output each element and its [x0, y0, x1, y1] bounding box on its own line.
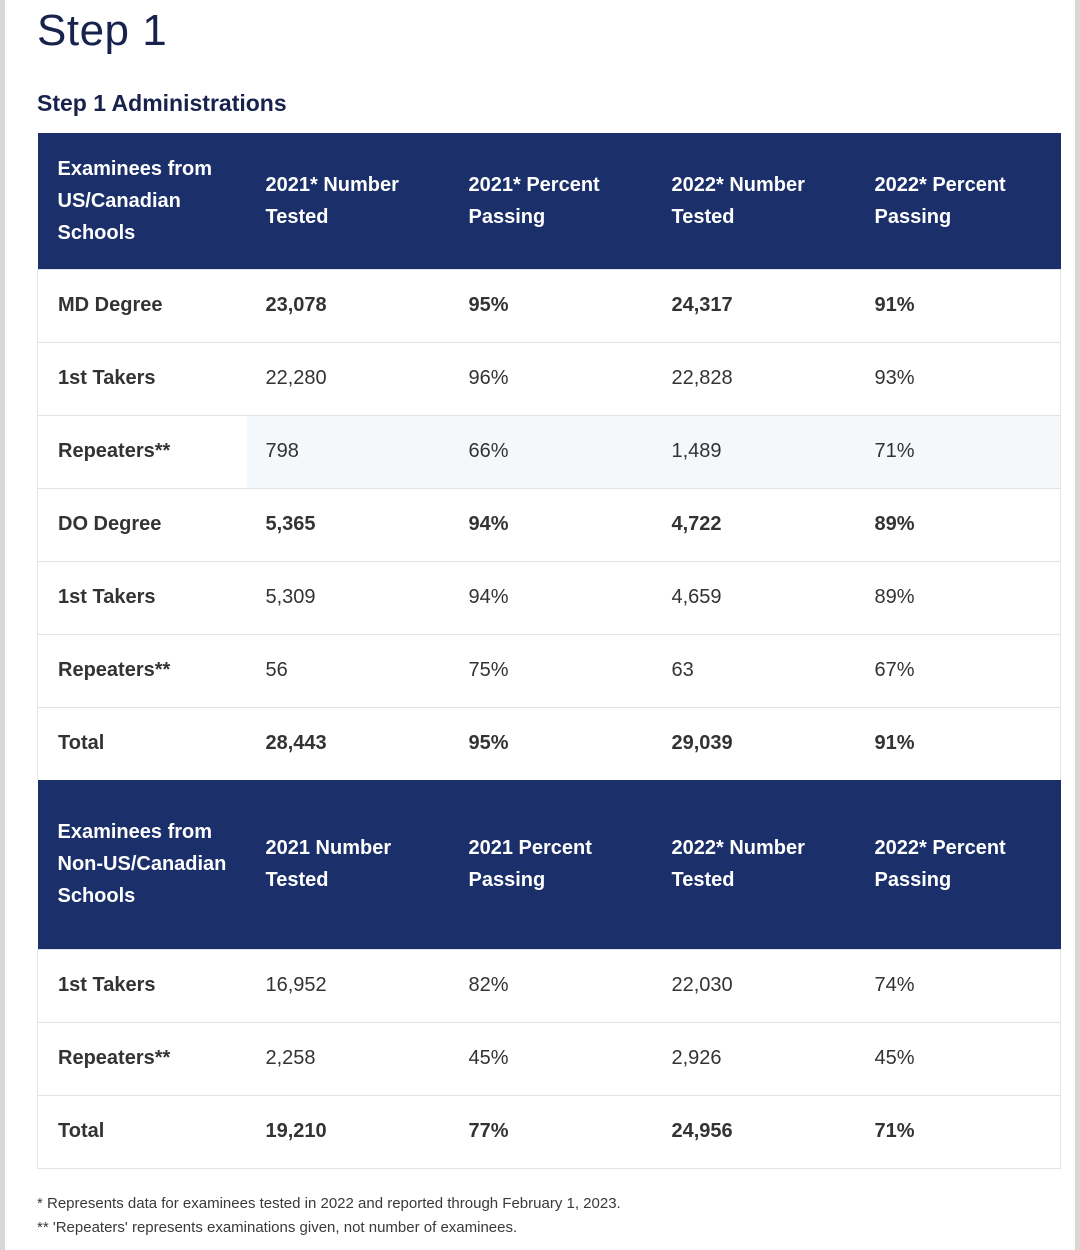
non-us-header-row: Examinees from Non-US/Canadian Schools 2…: [37, 780, 1061, 949]
header-2022-number-tested: 2022* Number Tested: [652, 780, 856, 949]
row-label: Repeaters**: [37, 414, 247, 488]
table-cell: 74%: [855, 948, 1061, 1022]
header-2022-number-tested: 2022* Number Tested: [652, 133, 856, 269]
footnotes: * Represents data for examinees tested i…: [37, 1192, 621, 1240]
page-title: Step 1: [37, 6, 168, 55]
table-row: 1st Takers 22,280 96% 22,828 93%: [37, 341, 1061, 415]
table-cell: 75%: [449, 633, 653, 707]
row-label: 1st Takers: [37, 560, 247, 634]
table-cell: 96%: [449, 341, 653, 415]
table-row: DO Degree 5,365 94% 4,722 89%: [37, 487, 1061, 561]
frame-border-right: [1075, 0, 1080, 1250]
table-cell: 28,443: [246, 706, 450, 780]
table-cell: 19,210: [246, 1094, 450, 1169]
table-cell: 94%: [449, 560, 653, 634]
header-2021-number-tested: 2021* Number Tested: [246, 133, 450, 269]
table-cell: 2,926: [652, 1021, 856, 1095]
table-cell: 29,039: [652, 706, 856, 780]
row-label: MD Degree: [37, 268, 247, 342]
table-row: Repeaters** 2,258 45% 2,926 45%: [37, 1021, 1061, 1095]
table-cell: 22,828: [652, 341, 856, 415]
footnote-asterisk: * Represents data for examinees tested i…: [37, 1195, 621, 1212]
table-cell: 91%: [855, 706, 1061, 780]
row-label: 1st Takers: [37, 948, 247, 1022]
table-cell: 91%: [855, 268, 1061, 342]
administrations-table: Examinees from US/Canadian Schools 2021*…: [37, 133, 1061, 1169]
header-2021-percent-passing: 2021 Percent Passing: [449, 780, 653, 949]
section-title: Step 1 Administrations: [37, 90, 287, 116]
table-cell: 16,952: [246, 948, 450, 1022]
header-2021-number-tested: 2021 Number Tested: [246, 780, 450, 949]
frame-border-left: [0, 0, 5, 1250]
table-cell: 63: [652, 633, 856, 707]
table-cell: 93%: [855, 341, 1061, 415]
table-cell: 4,659: [652, 560, 856, 634]
table-cell: 89%: [855, 560, 1061, 634]
table-cell: 4,722: [652, 487, 856, 561]
table-cell: 45%: [449, 1021, 653, 1095]
table-cell: 2,258: [246, 1021, 450, 1095]
row-label: Repeaters**: [37, 1021, 247, 1095]
table-cell: 798: [246, 414, 450, 488]
table-cell: 89%: [855, 487, 1061, 561]
table-cell: 24,317: [652, 268, 856, 342]
table-cell: 95%: [449, 706, 653, 780]
row-label: Total: [37, 706, 247, 780]
table-row: Repeaters** 56 75% 63 67%: [37, 633, 1061, 707]
table-cell: 23,078: [246, 268, 450, 342]
table-row: 1st Takers 16,952 82% 22,030 74%: [37, 948, 1061, 1022]
row-label: 1st Takers: [37, 341, 247, 415]
table-cell: 95%: [449, 268, 653, 342]
us-header-row: Examinees from US/Canadian Schools 2021*…: [37, 133, 1061, 269]
table-cell: 67%: [855, 633, 1061, 707]
table-row: MD Degree 23,078 95% 24,317 91%: [37, 268, 1061, 342]
header-examinees-non-us: Examinees from Non-US/Canadian Schools: [37, 780, 247, 949]
table-cell: 56: [246, 633, 450, 707]
row-label: Repeaters**: [37, 633, 247, 707]
non-us-table-body: 1st Takers 16,952 82% 22,030 74% Repeaters** 2…: [37, 948, 1061, 1169]
table-cell: 77%: [449, 1094, 653, 1169]
table-cell: 5,309: [246, 560, 450, 634]
table-cell: 82%: [449, 948, 653, 1022]
table-cell: 5,365: [246, 487, 450, 561]
header-2022-percent-passing: 2022* Percent Passing: [855, 133, 1061, 269]
table-cell: 94%: [449, 487, 653, 561]
table-row: 1st Takers 5,309 94% 4,659 89%: [37, 560, 1061, 634]
footnote-repeaters: ** 'Repeaters' represents examinations g…: [37, 1219, 518, 1236]
table-cell: 71%: [855, 1094, 1061, 1169]
header-2021-percent-passing: 2021* Percent Passing: [449, 133, 653, 269]
table-cell: 24,956: [652, 1094, 856, 1169]
us-table-body: MD Degree 23,078 95% 24,317 91% 1st Takers 22,…: [37, 268, 1061, 780]
header-examinees-us: Examinees from US/Canadian Schools: [37, 133, 247, 269]
table-cell: 22,280: [246, 341, 450, 415]
row-label: DO Degree: [37, 487, 247, 561]
table-cell: 71%: [855, 414, 1061, 488]
table-row: Total 28,443 95% 29,039 91%: [37, 706, 1061, 780]
table-cell: 45%: [855, 1021, 1061, 1095]
header-2022-percent-passing: 2022* Percent Passing: [855, 780, 1061, 949]
table-row: Total 19,210 77% 24,956 71%: [37, 1094, 1061, 1169]
table-row: Repeaters** 798 66% 1,489 71%: [37, 414, 1061, 488]
table-cell: 66%: [449, 414, 653, 488]
table-cell: 1,489: [652, 414, 856, 488]
table-cell: 22,030: [652, 948, 856, 1022]
row-label: Total: [37, 1094, 247, 1169]
